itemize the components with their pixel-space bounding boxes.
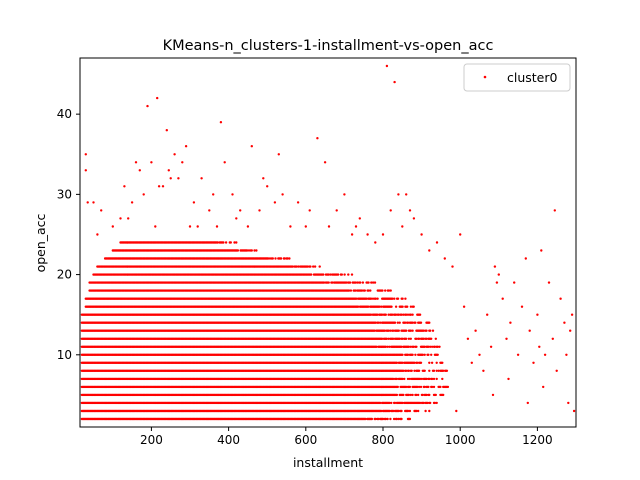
data-point [397, 409, 400, 413]
data-point [395, 393, 399, 397]
data-point [428, 369, 431, 372]
data-point [379, 401, 382, 405]
data-point [390, 401, 393, 405]
plot-points [80, 64, 576, 421]
data-point [419, 321, 423, 324]
data-point [428, 393, 431, 397]
data-point [432, 385, 436, 389]
data-point [389, 417, 392, 421]
data-point [409, 337, 412, 340]
data-point [405, 337, 408, 340]
data-point [425, 329, 428, 332]
data-point [434, 337, 437, 340]
data-point [408, 385, 412, 389]
data-point [411, 353, 414, 356]
data-point [411, 329, 414, 332]
data-point [381, 417, 385, 421]
data-point [426, 401, 429, 405]
data-point [415, 345, 418, 348]
data-point [424, 409, 427, 413]
data-point [421, 393, 424, 397]
data-point [415, 409, 418, 413]
data-point [427, 385, 430, 389]
data-point [435, 377, 438, 381]
data-point [423, 369, 426, 372]
data-point [434, 393, 437, 397]
chart-title: KMeans-n_clusters-1-installment-vs-open_… [163, 38, 494, 54]
data-point [392, 417, 396, 421]
data-point [438, 345, 441, 348]
data-point [386, 417, 389, 421]
data-point [364, 417, 367, 421]
data-point [370, 417, 374, 421]
data-point [433, 401, 437, 405]
data-point [419, 385, 423, 389]
data-point [408, 417, 412, 421]
data-point [392, 409, 395, 413]
data-point [414, 353, 417, 356]
data-point [431, 329, 435, 332]
data-point [401, 401, 404, 405]
data-point [401, 353, 404, 356]
data-point [397, 417, 400, 421]
data-point [408, 409, 412, 413]
data-point [446, 385, 450, 389]
data-point [374, 417, 377, 421]
data-point [417, 369, 421, 372]
data-point [380, 409, 383, 413]
data-point [415, 393, 418, 397]
data-point [439, 385, 442, 389]
data-point [403, 377, 406, 381]
data-point [432, 377, 436, 381]
data-point [406, 409, 410, 413]
data-point [435, 401, 438, 405]
data-point [393, 401, 397, 405]
data-point [428, 409, 431, 413]
data-point [430, 337, 433, 340]
data-point [407, 393, 411, 397]
data-point [418, 401, 422, 405]
data-point [419, 361, 423, 364]
data-point [400, 417, 403, 421]
data-point [402, 393, 405, 397]
data-point [397, 329, 400, 332]
data-point [441, 361, 444, 364]
data-point [398, 321, 401, 324]
data-point [393, 321, 397, 324]
data-point [432, 369, 436, 372]
data-point [430, 361, 434, 364]
data-point [425, 393, 428, 397]
data-point [441, 377, 444, 381]
data-point [411, 393, 414, 397]
data-point [435, 361, 438, 364]
data-point [388, 409, 391, 413]
data-point [422, 401, 425, 405]
data-point [423, 353, 426, 356]
data-point [427, 353, 430, 356]
data-point [377, 417, 380, 421]
data-point [430, 353, 433, 356]
data-point [395, 417, 399, 421]
data-point [428, 361, 431, 364]
data-point [409, 393, 412, 397]
data-point [405, 329, 408, 332]
data-point [428, 321, 431, 324]
data-point [417, 393, 420, 397]
data-point [429, 401, 432, 405]
data-point [445, 369, 449, 372]
data-point [384, 417, 387, 421]
data-point [442, 393, 445, 397]
data-point [400, 409, 403, 413]
data-point [414, 321, 417, 324]
data-point [410, 369, 413, 372]
data-point [388, 401, 391, 405]
data-point [436, 353, 439, 356]
data-point [429, 329, 432, 332]
data-point [396, 385, 399, 389]
data-point [417, 409, 420, 413]
